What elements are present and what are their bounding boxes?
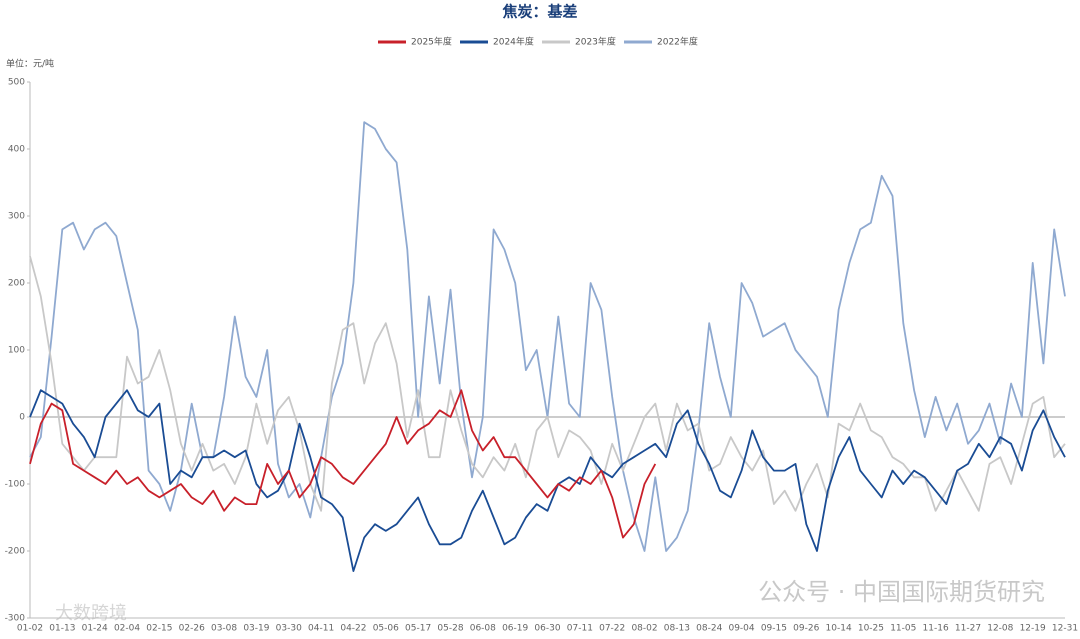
y-tick-label: 0 xyxy=(19,413,25,423)
x-tick-label: 03-08 xyxy=(211,624,237,634)
y-tick-label: 300 xyxy=(8,212,25,222)
watermark: 公众号 · 中国国际期货研究 xyxy=(758,578,1045,606)
x-tick-label: 12-08 xyxy=(987,624,1013,634)
series-line xyxy=(29,389,657,539)
legend-label: 2023年度 xyxy=(575,36,616,48)
x-tick-label: 09-26 xyxy=(793,624,819,634)
legend-label: 2022年度 xyxy=(657,36,698,48)
x-tick-label: 02-04 xyxy=(114,624,140,634)
x-tick-label: 08-13 xyxy=(664,624,690,634)
x-tick-label: 04-11 xyxy=(308,624,334,634)
x-tick-label: 01-24 xyxy=(82,624,108,634)
y-tick-label: -300 xyxy=(5,614,26,624)
x-tick-label: 09-04 xyxy=(728,624,754,634)
legend-label: 2024年度 xyxy=(493,36,534,48)
y-tick-label: 200 xyxy=(8,279,25,289)
x-tick-label: 02-26 xyxy=(179,624,205,634)
legend-label: 2025年度 xyxy=(411,36,452,48)
unit-label: 单位：元/吨 xyxy=(6,58,54,70)
x-tick-label: 06-30 xyxy=(534,624,560,634)
x-tick-label: 08-24 xyxy=(696,624,722,634)
y-tick-label: 100 xyxy=(8,346,25,356)
x-tick-label: 03-19 xyxy=(243,624,269,634)
x-tick-label: 03-30 xyxy=(276,624,302,634)
x-tick-label: 05-17 xyxy=(405,624,431,634)
x-tick-label: 06-19 xyxy=(502,624,528,634)
x-tick-label: 12-31 xyxy=(1052,624,1078,634)
x-tick-label: 11-05 xyxy=(890,624,916,634)
series-line xyxy=(29,121,1066,552)
series-line xyxy=(29,255,1066,512)
y-tick-label: 500 xyxy=(8,78,25,88)
x-tick-label: 10-14 xyxy=(826,624,852,634)
watermark: 大数跨境 xyxy=(55,603,127,624)
x-tick-label: 10-25 xyxy=(858,624,884,634)
y-tick-label: -100 xyxy=(5,480,26,490)
x-tick-label: 02-15 xyxy=(146,624,172,634)
x-tick-label: 05-28 xyxy=(437,624,463,634)
x-tick-label: 09-15 xyxy=(761,624,787,634)
x-tick-label: 12-19 xyxy=(1020,624,1046,634)
y-tick-label: -200 xyxy=(5,547,26,557)
y-tick-label: 400 xyxy=(8,145,25,155)
x-tick-label: 11-16 xyxy=(923,624,949,634)
x-tick-label: 05-06 xyxy=(373,624,399,634)
x-tick-label: 06-08 xyxy=(470,624,496,634)
series-line xyxy=(29,389,1066,572)
x-tick-label: 07-22 xyxy=(599,624,625,634)
x-tick-label: 08-02 xyxy=(631,624,657,634)
legend: 2025年度 2024年度 2023年度 2022年度 xyxy=(378,36,698,48)
x-tick-label: 01-02 xyxy=(17,624,43,634)
x-tick-label: 11-27 xyxy=(955,624,981,634)
x-tick-label: 01-13 xyxy=(49,624,75,634)
x-tick-label: 07-11 xyxy=(567,624,593,634)
x-tick-label: 04-22 xyxy=(340,624,366,634)
chart-title: 焦炭：基差 xyxy=(501,3,577,21)
